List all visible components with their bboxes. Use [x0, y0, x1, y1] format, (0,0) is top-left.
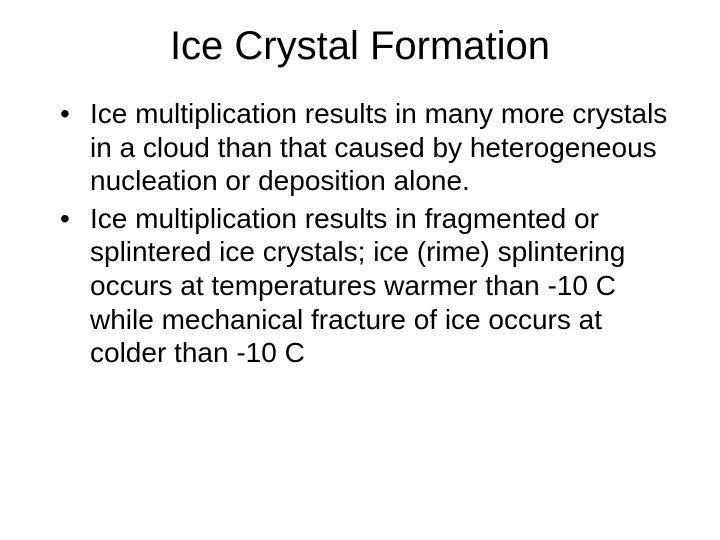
slide-container: Ice Crystal Formation Ice multiplication…: [0, 0, 720, 540]
bullet-item: Ice multiplication results in fragmented…: [60, 202, 680, 370]
slide-title: Ice Crystal Formation: [40, 24, 680, 69]
bullet-list: Ice multiplication results in many more …: [40, 97, 680, 370]
bullet-item: Ice multiplication results in many more …: [60, 97, 680, 198]
